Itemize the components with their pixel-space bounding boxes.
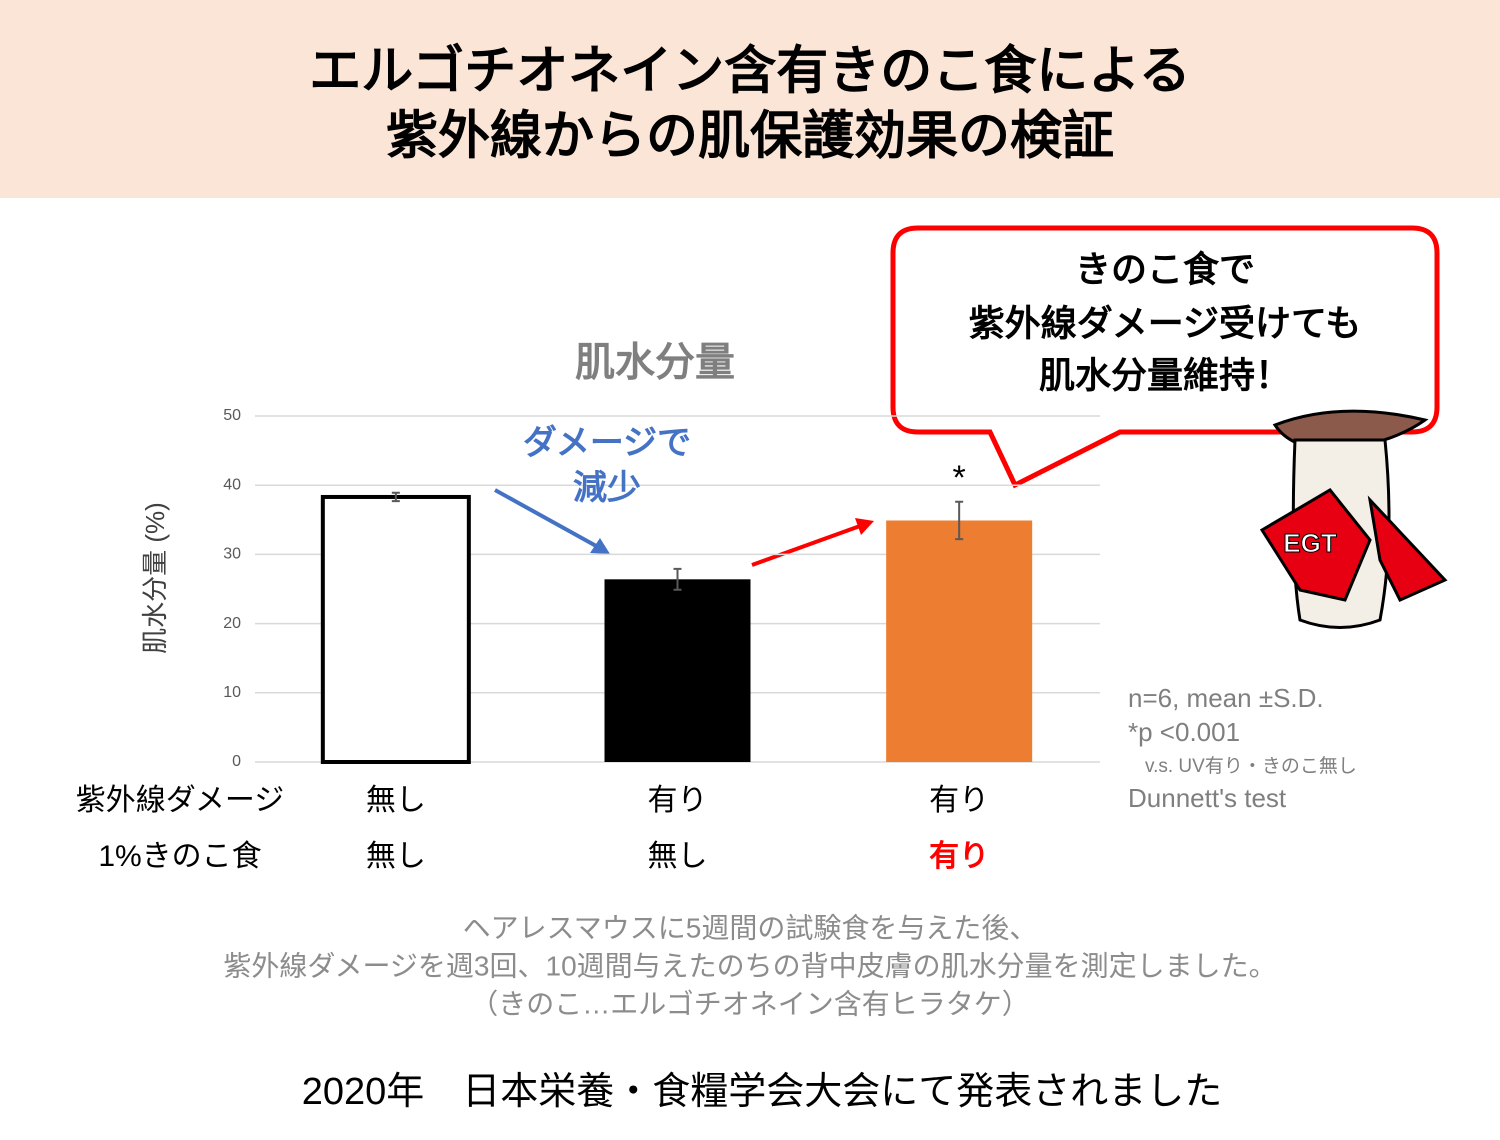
callout-text: 紫外線ダメージ受けても	[969, 303, 1361, 344]
stats-note: v.s. UV有り・きのこ無し	[1145, 755, 1357, 777]
arrow	[494, 488, 599, 549]
stats-note: Dunnett's test	[1128, 783, 1287, 813]
y-tick-label: 0	[232, 753, 241, 770]
y-tick-label: 10	[223, 684, 241, 701]
description: 紫外線ダメージを週3回、10週間与えたのちの背中皮膚の肌水分量を測定しました。	[223, 950, 1276, 981]
slide-title: エルゴチオネイン含有きのこ食による	[309, 42, 1190, 101]
condition-value: 有り	[929, 840, 989, 873]
header-band	[0, 0, 1500, 198]
mascot: EGT	[1259, 409, 1448, 629]
arrow-head	[590, 538, 610, 554]
y-tick-label: 40	[223, 476, 241, 493]
condition-value: 有り	[929, 784, 989, 817]
error-bar	[955, 500, 964, 541]
y-tick-label: 50	[223, 407, 241, 424]
bar	[886, 520, 1033, 762]
y-tick-label: 20	[223, 615, 241, 632]
error-bar	[673, 567, 682, 591]
condition-value: 無し	[366, 840, 426, 873]
condition-label: 紫外線ダメージ	[76, 784, 285, 817]
condition-value: 無し	[648, 840, 708, 873]
arrow-head	[855, 518, 874, 535]
annotation: 減少	[573, 469, 641, 507]
y-tick-label: 30	[223, 546, 241, 563]
condition-value: 有り	[648, 784, 708, 817]
condition-label: 1%きのこ食	[98, 840, 261, 873]
arrow	[751, 524, 861, 567]
bar	[604, 579, 751, 762]
annotation: ダメージで	[523, 424, 691, 462]
description: （きのこ…エルゴチオネイン含有ヒラタケ）	[470, 988, 1029, 1019]
callout-text: きのこ食で	[1075, 249, 1255, 290]
description: ヘアレスマウスに5週間の試験食を与えた後、	[463, 912, 1038, 943]
condition-value: 無し	[366, 784, 426, 817]
stats-note: n=6, mean ±S.D.	[1128, 683, 1324, 713]
stats-note: *p <0.001	[1128, 717, 1240, 747]
chart-title: 肌水分量	[575, 341, 735, 385]
mascot-label: EGT	[1283, 528, 1337, 558]
callout-text: 肌水分量維持！	[1039, 355, 1291, 396]
significance-mark: *	[953, 459, 966, 497]
slide-title: 紫外線からの肌保護効果の検証	[386, 108, 1114, 166]
y-axis-label: 肌水分量 (%)	[140, 502, 170, 654]
error-bar	[391, 491, 400, 503]
footer: 2020年 日本栄養・食糧学会大会にて発表されました	[302, 1071, 1223, 1113]
bar	[320, 494, 471, 764]
